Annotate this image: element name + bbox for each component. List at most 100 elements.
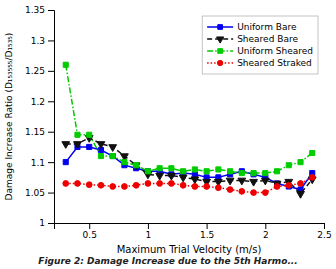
legend-label: Sheared Bare — [237, 34, 298, 44]
marker — [192, 172, 197, 177]
marker — [239, 171, 244, 176]
tick-mark — [48, 10, 54, 11]
marker — [180, 182, 186, 188]
marker — [215, 185, 221, 191]
tick-label: 2.5 — [317, 230, 331, 240]
legend-label: Uniform Sheared — [237, 46, 313, 56]
marker — [87, 132, 92, 137]
tick: 1.35 — [25, 5, 54, 15]
legend-item: Uniform Bare — [207, 22, 297, 32]
marker — [122, 160, 127, 165]
line — [66, 65, 313, 173]
tick-label: 1.5 — [200, 230, 214, 240]
marker — [156, 173, 164, 180]
tick-mark — [48, 40, 54, 41]
marker — [192, 184, 198, 190]
marker — [261, 178, 269, 185]
tick: 1.15 — [25, 127, 54, 137]
marker — [250, 179, 258, 186]
series — [63, 62, 315, 175]
tick-label: 2 — [263, 230, 269, 240]
marker — [98, 154, 103, 159]
line — [66, 177, 313, 192]
legend-label: Uniform Bare — [237, 22, 297, 32]
marker — [145, 169, 150, 174]
tick: 1.05 — [25, 188, 54, 198]
marker — [98, 182, 104, 188]
tick-label: 1 — [39, 218, 45, 228]
tick: 2 — [263, 223, 269, 240]
legend-marker — [217, 37, 224, 43]
series — [63, 144, 315, 192]
x-axis-title: Maximum Trial Velocity (m/s) — [117, 244, 262, 255]
marker — [169, 181, 175, 187]
axis-line — [48, 11, 55, 224]
marker — [168, 173, 176, 180]
tick-mark — [148, 223, 149, 229]
tick-mark — [48, 193, 54, 194]
chart: 0.5 1 1.5 2 2.5 1 1.05 1.1 1.15 1.2 1.25 1.3 1.35 Max… — [0, 0, 336, 269]
tick: 1 — [146, 223, 152, 240]
plot-area — [62, 62, 316, 198]
tick-mark — [324, 223, 325, 229]
marker — [62, 142, 70, 149]
marker — [227, 187, 233, 193]
tick: 0.5 — [83, 223, 97, 240]
tick-label: 1.35 — [25, 5, 45, 15]
marker — [157, 181, 163, 187]
tick: 1.1 — [31, 158, 54, 168]
caption: Figure 2: Damage Increase due to the 5th… — [38, 256, 297, 266]
marker — [239, 188, 245, 194]
legend-label: Sheared Straked — [237, 58, 312, 68]
legend-item: Sheared Straked — [207, 58, 312, 68]
marker — [169, 166, 174, 171]
marker — [110, 184, 116, 190]
marker — [286, 182, 292, 188]
line — [66, 138, 313, 194]
marker — [63, 160, 68, 165]
tick: 1.3 — [31, 36, 54, 46]
marker — [110, 154, 115, 159]
legend-item: Sheared Bare — [207, 34, 298, 44]
tick-mark — [48, 101, 54, 102]
marker — [109, 145, 117, 152]
marker — [145, 169, 150, 174]
marker — [286, 163, 291, 168]
tick-label: 1 — [146, 230, 152, 240]
marker — [274, 184, 280, 190]
marker — [298, 160, 303, 165]
marker — [309, 174, 315, 180]
series — [63, 174, 315, 195]
tick-mark — [48, 223, 54, 224]
legend-marker — [218, 49, 223, 54]
marker — [122, 184, 128, 190]
legend-item: Uniform Sheared — [207, 46, 313, 56]
tick-mark — [89, 223, 90, 229]
tick-label: 1.2 — [31, 97, 45, 107]
legend-marker — [217, 60, 222, 65]
tick-label: 1.15 — [25, 127, 45, 137]
plot: 0.5 1 1.5 2 2.5 1 1.05 1.1 1.15 1.2 1.25 1.3 1.35 Max… — [4, 5, 332, 255]
legend-frame — [202, 16, 318, 74]
marker — [297, 192, 305, 199]
tick: 1.2 — [31, 97, 54, 107]
marker — [204, 169, 209, 174]
marker — [75, 132, 80, 137]
marker — [226, 178, 234, 185]
marker — [63, 62, 68, 67]
marker — [251, 171, 256, 176]
marker — [75, 181, 81, 187]
tick-label: 1.25 — [25, 66, 45, 76]
marker — [263, 171, 268, 176]
marker — [181, 169, 186, 174]
marker — [310, 150, 315, 155]
marker — [191, 177, 199, 184]
marker — [97, 142, 105, 149]
marker — [134, 163, 139, 168]
marker — [157, 166, 162, 171]
marker — [145, 181, 151, 187]
tick-mark — [48, 132, 54, 133]
tick-mark — [207, 223, 208, 229]
legend-marker — [218, 25, 223, 30]
legend: Uniform Bare Sheared Bare Uniform Sheared S… — [202, 16, 318, 74]
